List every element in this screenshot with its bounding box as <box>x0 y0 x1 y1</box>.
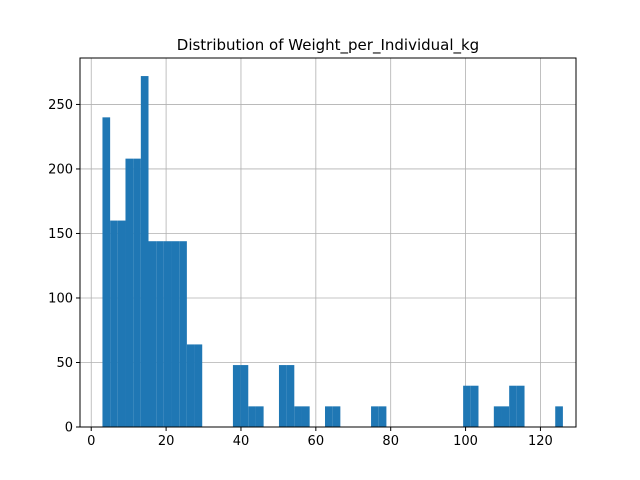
y-tick-label: 150 <box>48 227 73 242</box>
x-tick-label: 60 <box>308 434 325 449</box>
histogram-bar <box>255 406 264 427</box>
y-tick-label: 250 <box>48 98 73 113</box>
x-tick-label: 80 <box>382 434 399 449</box>
histogram-bar <box>179 241 187 427</box>
y-tick-label: 50 <box>56 356 73 371</box>
histogram-bar <box>117 220 126 427</box>
histogram-bar <box>232 365 241 427</box>
histogram-bar <box>493 406 502 427</box>
histogram-bar <box>148 241 157 427</box>
histogram-bar <box>125 158 134 428</box>
plot-frame <box>79 57 577 428</box>
x-tick-label: 20 <box>158 434 175 449</box>
histogram-bar <box>102 117 111 428</box>
histogram-bar <box>156 241 164 427</box>
x-axis-ticks: 0 20 40 60 80 100 120 <box>87 427 553 449</box>
y-tick-label: 0 <box>65 421 73 436</box>
histogram-bar <box>509 385 517 427</box>
histogram-bar <box>186 344 195 427</box>
x-tick-label: 120 <box>528 434 553 449</box>
histogram-bar <box>110 220 118 427</box>
histogram-bar <box>140 76 149 428</box>
histogram-bar <box>163 241 172 427</box>
histogram-bar <box>325 406 333 427</box>
histogram-bar <box>240 365 249 427</box>
x-tick-label: 100 <box>453 434 478 449</box>
grid-lines <box>80 58 576 428</box>
histogram-bar <box>378 406 387 427</box>
histogram-bar <box>332 406 341 427</box>
histogram-bar <box>286 365 295 427</box>
y-tick-label: 100 <box>48 291 73 306</box>
histogram-bar <box>463 385 471 427</box>
x-tick-label: 0 <box>87 434 95 449</box>
y-tick-label: 200 <box>48 162 73 177</box>
histogram-bar <box>248 406 256 427</box>
x-tick-label: 40 <box>233 434 250 449</box>
histogram-bar <box>171 241 180 427</box>
histogram-bar <box>555 406 563 427</box>
histogram-bars <box>102 76 563 428</box>
histogram-bar <box>501 406 510 427</box>
histogram-bar <box>194 344 203 427</box>
histogram-bar <box>278 365 287 427</box>
histogram-bar <box>470 385 479 427</box>
histogram-bar <box>294 406 302 427</box>
histogram-bar <box>371 406 379 427</box>
histogram-bar <box>516 385 525 427</box>
histogram-bar <box>133 158 141 428</box>
chart-title: Distribution of Weight_per_Individual_kg <box>177 36 479 55</box>
y-axis-ticks: 0 50 100 150 200 250 <box>48 98 80 436</box>
histogram-bar <box>301 406 310 427</box>
